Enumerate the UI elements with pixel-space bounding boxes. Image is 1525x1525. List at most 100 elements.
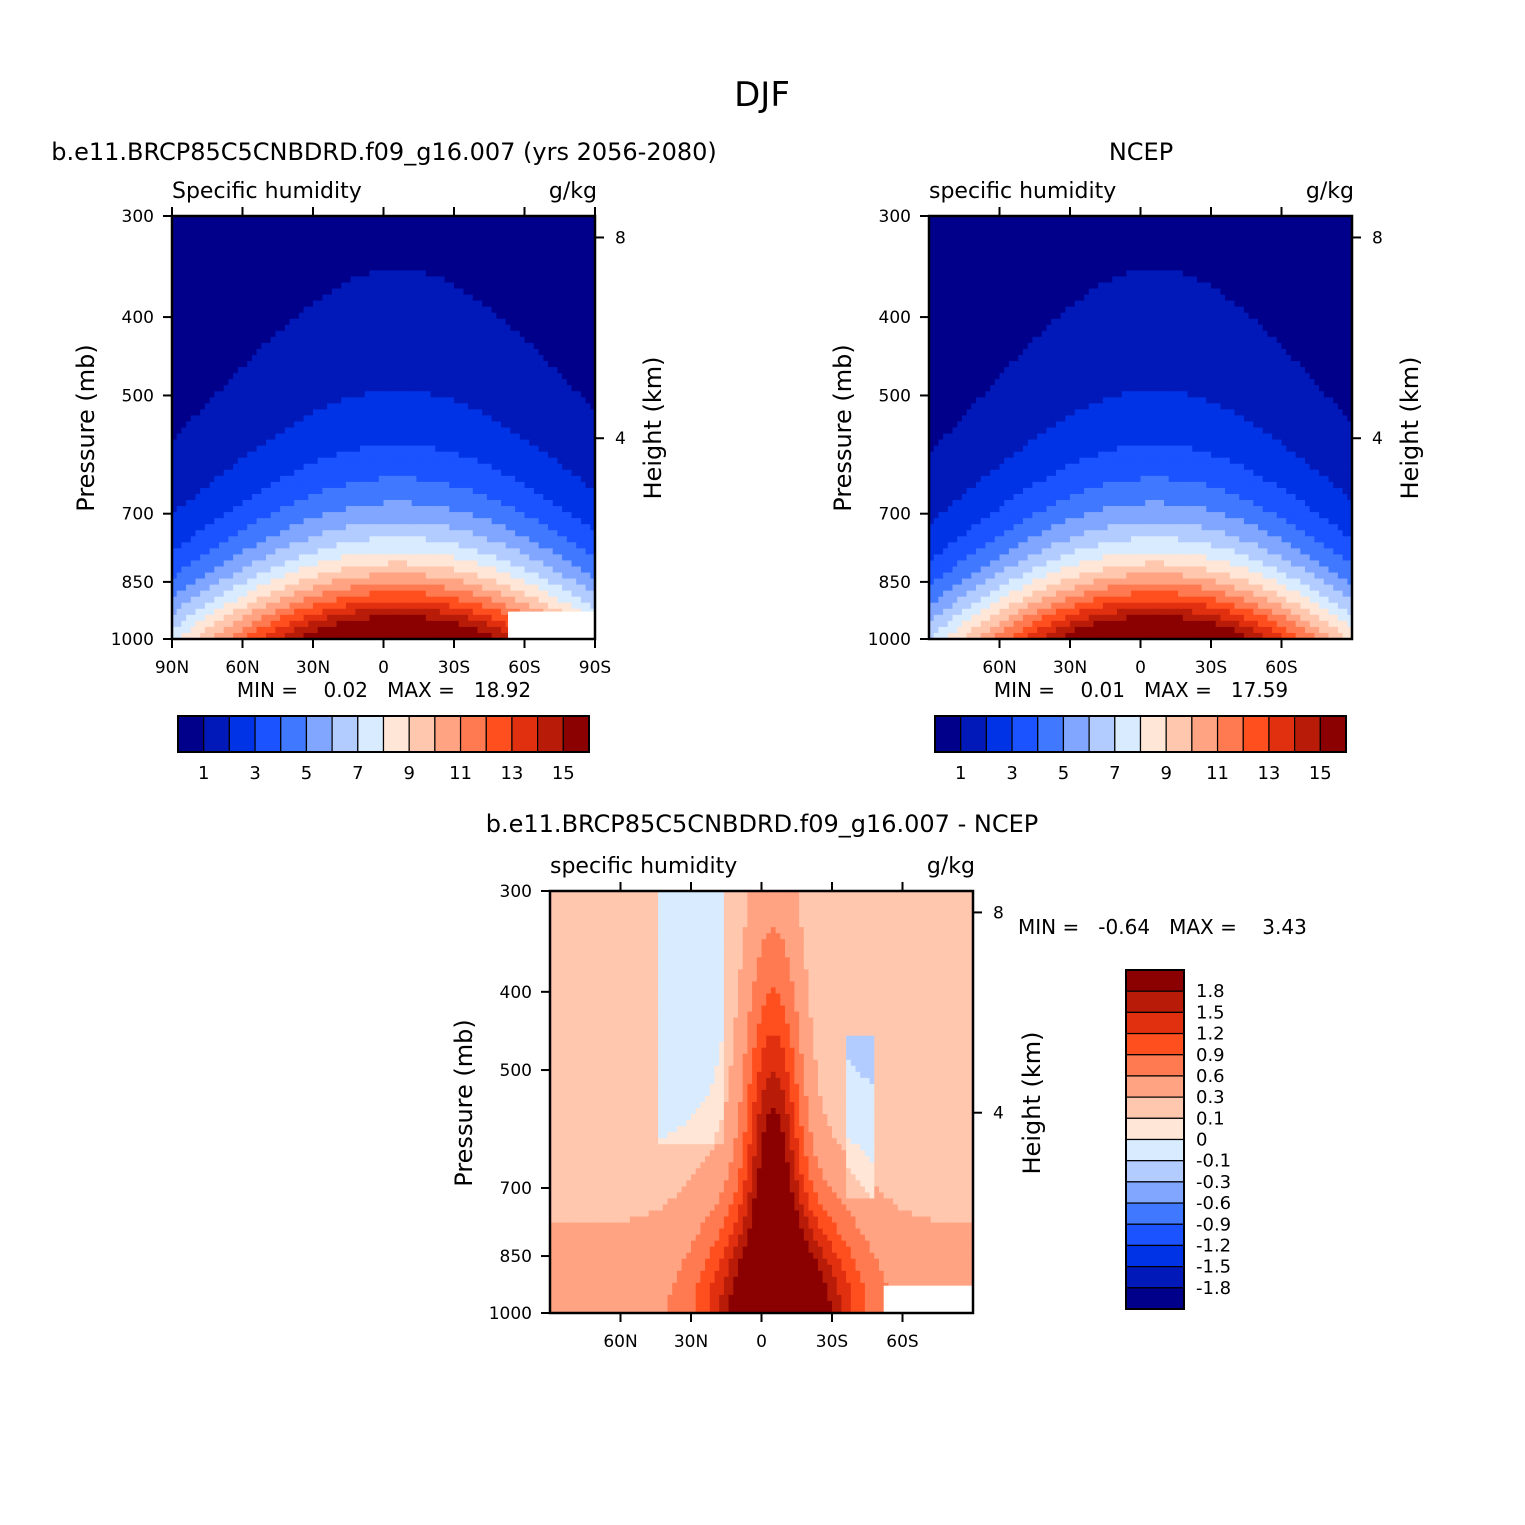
contour-cell <box>190 421 197 429</box>
contour-cell <box>275 270 281 278</box>
contour-cell <box>190 487 197 495</box>
contour-cell <box>275 379 281 386</box>
contour-cell <box>543 524 549 531</box>
contour-cell <box>284 391 291 398</box>
contour-cell <box>289 258 295 265</box>
contour-cell <box>435 222 441 229</box>
contour-cell <box>195 373 201 380</box>
contour-cell <box>237 361 244 368</box>
contour-cell <box>416 228 422 235</box>
contour-cell <box>571 469 577 477</box>
contour-cell <box>496 518 502 525</box>
contour-cell <box>571 367 577 374</box>
contour-cell <box>580 391 587 398</box>
contour-cell <box>590 276 595 284</box>
contour-cell <box>200 336 206 344</box>
contour-cell <box>491 403 497 410</box>
contour-cell <box>336 318 342 326</box>
contour-cell <box>233 415 239 423</box>
contour-cell <box>491 530 497 537</box>
contour-cell <box>355 518 361 525</box>
contour-cell <box>266 336 272 344</box>
contour-cell <box>214 524 220 531</box>
contour-cell <box>571 324 577 332</box>
contour-cell <box>486 282 493 290</box>
contour-cell <box>284 506 291 513</box>
contour-cell <box>425 481 432 489</box>
contour-cell <box>383 530 389 537</box>
contour-cell <box>256 542 262 549</box>
contour-cell <box>458 258 464 265</box>
contour-cell <box>195 475 201 483</box>
contour-cell <box>355 252 361 259</box>
contour-cell <box>284 427 291 435</box>
contour-cell <box>378 415 385 423</box>
contour-cell <box>186 342 192 350</box>
contour-cell <box>364 493 370 501</box>
contour-cell <box>172 469 178 477</box>
contour-cell <box>444 312 450 320</box>
contour-cell <box>322 276 328 284</box>
contour-cell <box>580 385 587 392</box>
contour-cell <box>510 294 516 302</box>
contour-cell <box>336 222 342 229</box>
contour-cell <box>200 469 206 477</box>
contour-cell <box>331 348 338 356</box>
contour-cell <box>472 228 479 235</box>
contour-cell <box>486 409 493 417</box>
contour-cell <box>303 216 309 223</box>
contour-cell <box>562 270 568 278</box>
contour-cell <box>294 457 300 465</box>
contour-cell <box>360 361 366 368</box>
contour-cell <box>552 373 558 380</box>
contour-cell <box>529 445 535 453</box>
contour-cell <box>223 300 229 308</box>
contour-cell <box>463 391 469 398</box>
contour-cell <box>176 397 182 404</box>
contour-cell <box>562 403 568 410</box>
contour-cell <box>397 536 403 543</box>
contour-cell <box>548 246 554 253</box>
contour-cell <box>247 264 253 271</box>
contour-cell <box>266 252 272 259</box>
contour-cell <box>341 312 347 320</box>
contour-cell <box>543 306 549 314</box>
contour-cell <box>562 342 568 350</box>
contour-cell <box>435 451 441 459</box>
contour-cell <box>313 336 319 344</box>
contour-cell <box>482 481 488 489</box>
contour-cell <box>242 548 248 555</box>
contour-cell <box>176 536 182 543</box>
contour-cell <box>505 336 511 344</box>
contour-cell <box>529 342 535 350</box>
contour-cell <box>341 500 347 507</box>
contour-cell <box>374 542 380 549</box>
contour-cell <box>430 391 436 398</box>
contour-cell <box>355 288 361 296</box>
contour-cell <box>585 312 591 320</box>
contour-cell <box>275 367 281 374</box>
contour-cell <box>374 373 380 380</box>
contour-cell <box>590 451 595 459</box>
contour-cell <box>242 312 248 320</box>
contour-cell <box>172 524 178 531</box>
contour-cell <box>421 300 427 308</box>
contour-cell <box>454 512 460 519</box>
contour-cell <box>454 324 460 332</box>
contour-cell <box>336 336 342 344</box>
contour-cell <box>439 421 446 429</box>
contour-cell <box>275 234 281 241</box>
contour-cell <box>327 445 333 453</box>
contour-cell <box>364 240 370 247</box>
contour-cell <box>576 306 582 314</box>
contour-cell <box>439 354 446 362</box>
contour-cell <box>266 379 272 386</box>
contour-cell <box>355 361 361 368</box>
contour-cell <box>200 342 206 350</box>
contour-cell <box>378 512 385 519</box>
contour-cell <box>204 270 211 278</box>
contour-cell <box>195 518 201 525</box>
contour-cell <box>552 409 558 417</box>
contour-cell <box>176 493 182 501</box>
contour-cell <box>186 481 192 489</box>
